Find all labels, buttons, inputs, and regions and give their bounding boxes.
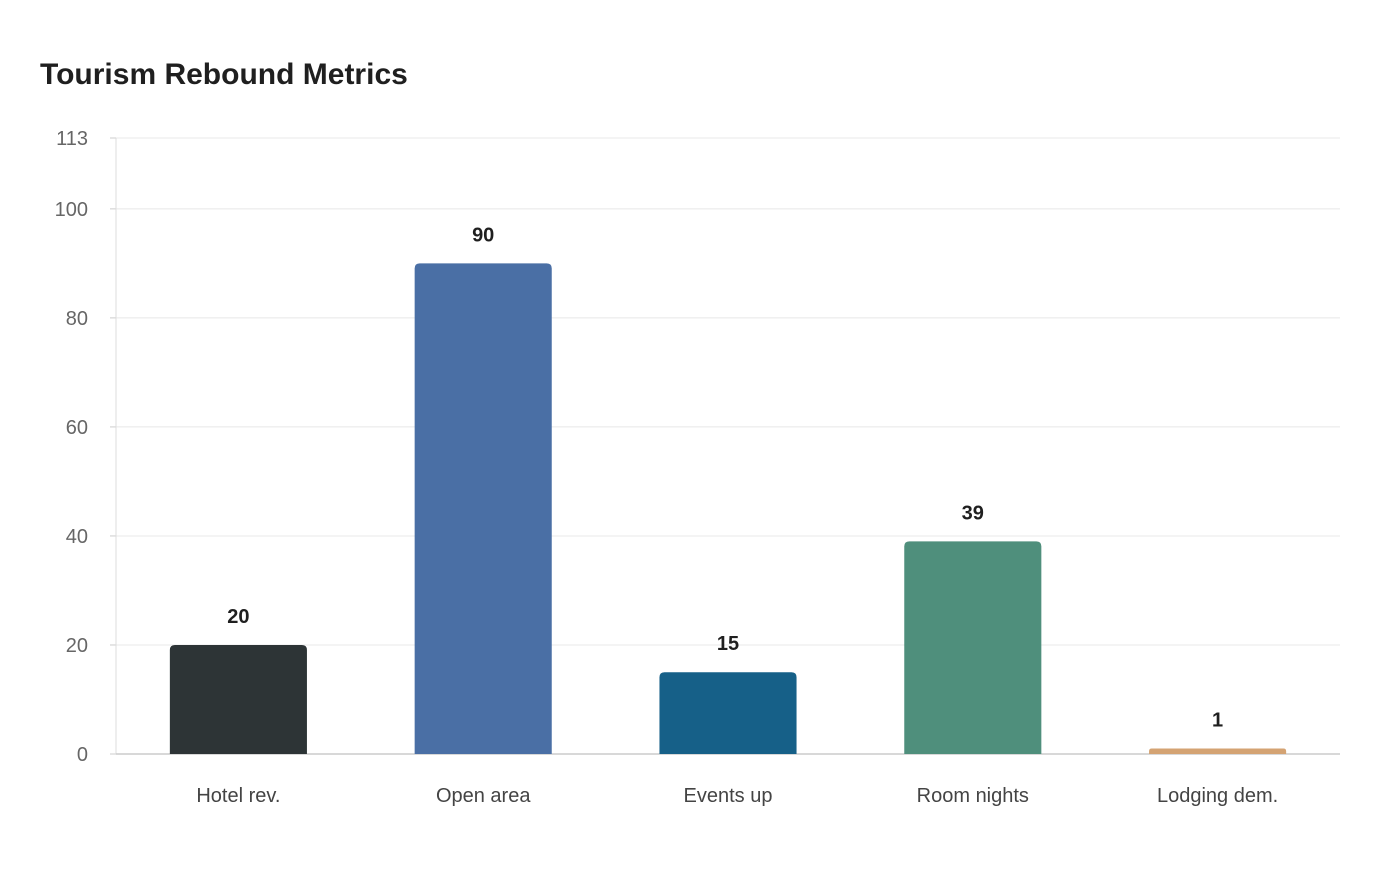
bars xyxy=(169,263,1287,754)
y-tick-label: 0 xyxy=(77,744,88,766)
data-label: 1 xyxy=(1212,710,1223,732)
x-category-label: Lodging dem. xyxy=(1157,785,1278,807)
x-category-label: Hotel rev. xyxy=(196,785,280,807)
bar[interactable] xyxy=(904,541,1042,754)
data-label: 39 xyxy=(962,502,984,524)
bar[interactable] xyxy=(1149,748,1287,754)
chart-title: Tourism Rebound Metrics xyxy=(40,58,408,91)
data-label: 20 xyxy=(227,606,249,628)
x-category-label: Room nights xyxy=(917,785,1029,807)
x-category-label: Open area xyxy=(436,785,531,807)
data-label: 90 xyxy=(472,224,494,246)
y-tick-label: 100 xyxy=(55,199,88,221)
labels: 0 20 40 60 80 100 113 20 Hotel rev. 90 Open area 15… xyxy=(55,128,1279,807)
y-tick-label: 60 xyxy=(66,417,88,439)
y-tick-label: 113 xyxy=(56,128,88,150)
x-category-label: Events up xyxy=(684,785,773,807)
bar[interactable] xyxy=(414,263,552,754)
y-tick-label: 40 xyxy=(66,526,88,548)
bar[interactable] xyxy=(169,644,307,754)
y-tick-label: 80 xyxy=(66,308,88,330)
y-tick-label: 20 xyxy=(66,635,88,657)
grid-lines xyxy=(116,137,1340,646)
bar[interactable] xyxy=(659,672,797,754)
data-label: 15 xyxy=(717,633,739,655)
